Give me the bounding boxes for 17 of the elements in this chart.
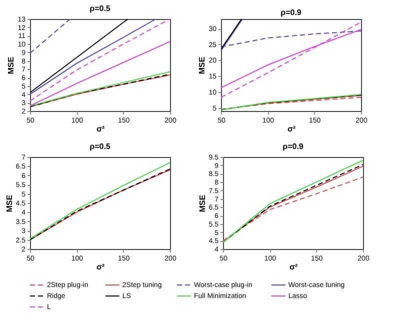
y-axis-title: MSE [198, 194, 207, 212]
x-axis-title: σ² [287, 124, 296, 134]
line-series [30, 19, 156, 95]
y-axis-title: MSE [198, 56, 207, 74]
x-axis-title: σ² [289, 262, 298, 272]
line-series [30, 19, 128, 94]
line-series [30, 41, 170, 106]
y-axis-title: MSE [4, 194, 14, 212]
chart-title: ρ=0.9 [282, 142, 304, 151]
chart-title: ρ=0.9 [280, 8, 302, 17]
line-series [30, 19, 170, 102]
x-axis-title: σ² [96, 124, 105, 134]
line-series [221, 22, 361, 98]
x-axis-title: σ² [96, 262, 105, 272]
chart-title: ρ=0.5 [90, 142, 111, 151]
y-axis-title: MSE [6, 56, 16, 74]
chart-title: ρ=0.5 [90, 4, 111, 13]
